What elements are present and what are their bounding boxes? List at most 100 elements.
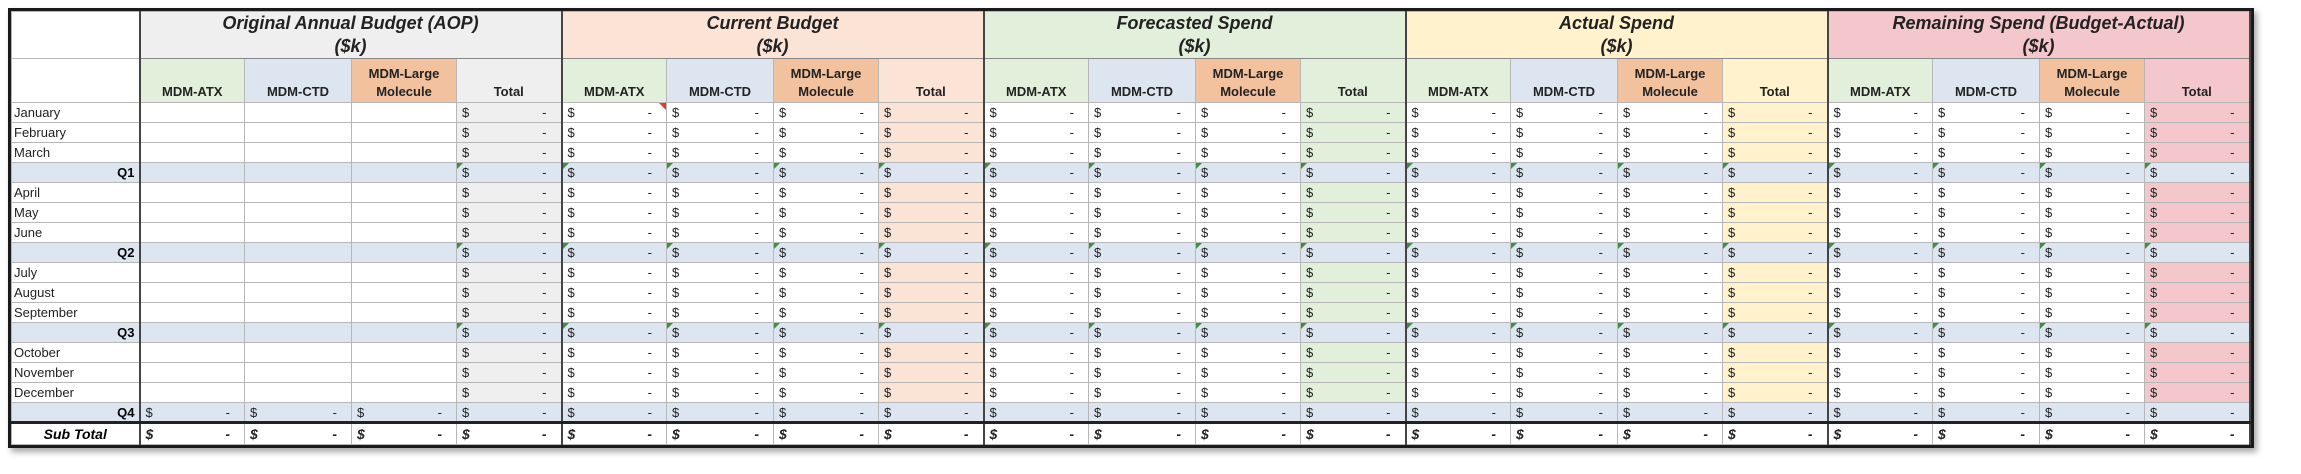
money-cell[interactable]: $ - (1405, 202, 1511, 223)
money-cell[interactable]: $ - (561, 242, 667, 263)
money-cell[interactable]: $ - (2039, 142, 2145, 163)
money-cell[interactable]: $ - (1300, 182, 1407, 203)
money-cell[interactable]: $ - (456, 242, 563, 263)
money-cell[interactable]: $ - (2144, 122, 2251, 143)
money-cell[interactable]: $ - (1300, 202, 1407, 223)
money-cell[interactable]: $ - (773, 421, 879, 445)
money-cell[interactable]: $ - (561, 322, 667, 343)
money-cell[interactable]: $ - (561, 302, 667, 323)
money-cell[interactable]: $ - (1827, 182, 1933, 203)
column-header-remaining-mdm-ctd[interactable]: MDM-CTD (1932, 58, 2040, 103)
money-cell[interactable]: $ - (1932, 282, 2040, 303)
money-cell[interactable]: $ - (1932, 362, 2040, 383)
money-cell[interactable]: $ - (1722, 302, 1829, 323)
money-cell[interactable]: $ - (561, 402, 667, 423)
empty-cell[interactable] (139, 262, 245, 283)
money-cell[interactable]: $ - (1195, 102, 1301, 123)
money-cell[interactable]: $ - (983, 402, 1089, 423)
money-cell[interactable]: $ - (773, 382, 879, 403)
money-cell[interactable]: $ - (878, 421, 985, 445)
money-cell[interactable]: $ - (1300, 142, 1407, 163)
money-cell[interactable]: $ - (1617, 302, 1723, 323)
money-cell[interactable]: $ - (1195, 302, 1301, 323)
money-cell[interactable]: $ - (983, 262, 1089, 283)
money-cell[interactable]: $ - (1088, 202, 1196, 223)
money-cell[interactable]: $ - (983, 382, 1089, 403)
money-cell[interactable]: $ - (983, 222, 1089, 243)
empty-cell[interactable] (139, 282, 245, 303)
money-cell[interactable]: $ - (456, 402, 563, 423)
money-cell[interactable]: $ - (1932, 222, 2040, 243)
money-cell[interactable]: $ - (2039, 102, 2145, 123)
money-cell[interactable]: $ - (351, 421, 457, 445)
money-cell[interactable]: $ - (666, 362, 774, 383)
money-cell[interactable]: $ - (2144, 242, 2251, 263)
money-cell[interactable]: $ - (1722, 222, 1829, 243)
money-cell[interactable]: $ - (2144, 362, 2251, 383)
money-cell[interactable]: $ - (1088, 142, 1196, 163)
money-cell[interactable]: $ - (666, 122, 774, 143)
money-cell[interactable]: $ - (1932, 142, 2040, 163)
money-cell[interactable]: $ - (1932, 342, 2040, 363)
money-cell[interactable]: $ - (773, 342, 879, 363)
money-cell[interactable]: $ - (666, 342, 774, 363)
money-cell[interactable]: $ - (1722, 242, 1829, 263)
money-cell[interactable]: $ - (2039, 421, 2145, 445)
money-cell[interactable]: $ - (2039, 182, 2145, 203)
money-cell[interactable]: $ - (878, 402, 985, 423)
money-cell[interactable]: $ - (666, 222, 774, 243)
column-header-forecast-mdm-large-molecule[interactable]: MDM-Large Molecule (1195, 58, 1301, 103)
money-cell[interactable]: $ - (2039, 262, 2145, 283)
empty-cell[interactable] (244, 122, 352, 143)
money-cell[interactable]: $ - (1405, 421, 1511, 445)
money-cell[interactable]: $ - (1617, 342, 1723, 363)
money-cell[interactable]: $ - (2039, 162, 2145, 183)
money-cell[interactable]: $ - (983, 122, 1089, 143)
money-cell[interactable]: $ - (1405, 302, 1511, 323)
money-cell[interactable]: $ - (456, 202, 563, 223)
money-cell[interactable]: $ - (1510, 402, 1618, 423)
money-cell[interactable]: $ - (456, 182, 563, 203)
money-cell[interactable]: $ - (456, 122, 563, 143)
money-cell[interactable]: $ - (2144, 282, 2251, 303)
empty-cell[interactable] (139, 222, 245, 243)
section-title-forecast[interactable]: Forecasted Spend ($k) (983, 11, 1407, 59)
money-cell[interactable]: $ - (1722, 202, 1829, 223)
money-cell[interactable]: $ - (1088, 421, 1196, 445)
row-label[interactable]: Q3 (11, 322, 141, 343)
money-cell[interactable]: $ - (983, 242, 1089, 263)
money-cell[interactable]: $ - (456, 162, 563, 183)
empty-cell[interactable] (139, 362, 245, 383)
money-cell[interactable]: $ - (1617, 322, 1723, 343)
column-header-current-mdm-atx[interactable]: MDM-ATX (561, 58, 667, 103)
money-cell[interactable]: $ - (773, 262, 879, 283)
money-cell[interactable]: $ - (2039, 222, 2145, 243)
money-cell[interactable]: $ - (878, 342, 985, 363)
money-cell[interactable]: $ - (456, 102, 563, 123)
empty-cell[interactable] (139, 122, 245, 143)
money-cell[interactable]: $ - (2144, 342, 2251, 363)
money-cell[interactable]: $ - (878, 262, 985, 283)
money-cell[interactable]: $ - (773, 282, 879, 303)
money-cell[interactable]: $ - (1405, 382, 1511, 403)
money-cell[interactable]: $ - (1617, 282, 1723, 303)
money-cell[interactable]: $ - (1300, 402, 1407, 423)
column-header-forecast-total[interactable]: Total (1300, 58, 1407, 103)
money-cell[interactable]: $ - (773, 202, 879, 223)
money-cell[interactable]: $ - (1088, 242, 1196, 263)
money-cell[interactable]: $ - (1405, 242, 1511, 263)
money-cell[interactable]: $ - (666, 282, 774, 303)
empty-cell[interactable] (139, 202, 245, 223)
money-cell[interactable]: $ - (2039, 202, 2145, 223)
money-cell[interactable]: $ - (1195, 182, 1301, 203)
money-cell[interactable]: $ - (1405, 222, 1511, 243)
money-cell[interactable]: $ - (2144, 382, 2251, 403)
money-cell[interactable]: $ - (1088, 122, 1196, 143)
money-cell[interactable]: $ - (1300, 322, 1407, 343)
empty-cell[interactable] (351, 162, 457, 183)
money-cell[interactable]: $ - (1722, 142, 1829, 163)
money-cell[interactable]: $ - (1827, 142, 1933, 163)
money-cell[interactable]: $ - (1300, 382, 1407, 403)
money-cell[interactable]: $ - (983, 142, 1089, 163)
money-cell[interactable]: $ - (456, 222, 563, 243)
